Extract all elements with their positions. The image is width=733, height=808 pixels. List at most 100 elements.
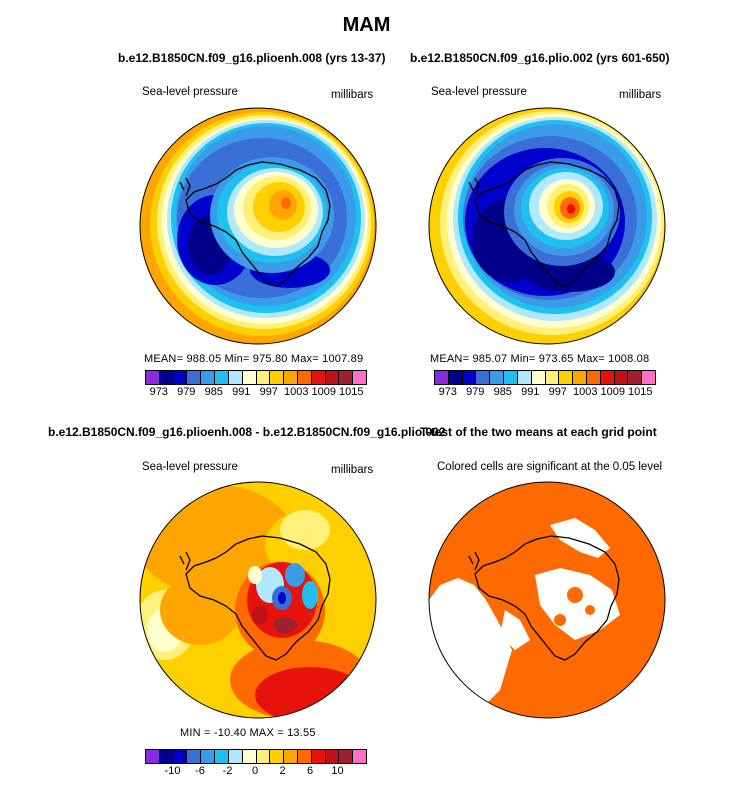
- colorbar-swatch: [173, 371, 188, 384]
- panel2-right-label: millibars: [619, 89, 662, 101]
- colorbar-swatch: [270, 750, 285, 763]
- panel1-title: b.e12.B1850CN.f09_g16.plioenh.008 (yrs 1…: [118, 51, 386, 65]
- colorbar-tick-label: 991: [232, 386, 251, 398]
- colorbar-swatch: [490, 371, 505, 384]
- colorbar-panel1: [145, 370, 367, 385]
- slp-field-panel2: [429, 108, 665, 344]
- colorbar-swatch: [242, 750, 257, 763]
- colorbar-swatch: [545, 371, 560, 384]
- panel2-left-label: Sea-level pressure: [431, 86, 527, 98]
- colorbar-tick-label: 6: [306, 765, 314, 777]
- antarctica-outline-panel4: [468, 535, 620, 661]
- colorbar-swatch: [448, 371, 463, 384]
- colorbar-swatch: [215, 371, 229, 384]
- colorbar-tick-label: 997: [548, 386, 567, 398]
- colorbar-swatch: [628, 371, 643, 384]
- colorbar-swatch: [573, 371, 587, 384]
- colorbar-swatch: [353, 371, 366, 384]
- colorbar-tick-label: 973: [438, 386, 457, 398]
- colorbar-swatch: [614, 371, 629, 384]
- panel3-left-label: Sea-level pressure: [142, 461, 238, 473]
- colorbar-panel2: [434, 370, 656, 385]
- figure-title: MAM: [342, 14, 391, 36]
- panel4-title: T-test of the two means at each grid poi…: [420, 425, 657, 439]
- colorbar-tick-label: 985: [493, 386, 512, 398]
- colorbar-swatch: [159, 371, 174, 384]
- colorbar-tick-label: 985: [204, 386, 223, 398]
- colorbar-swatch: [297, 750, 312, 763]
- colorbar-panel3: [145, 749, 367, 764]
- colorbar-tick-label: 973: [149, 386, 168, 398]
- colorbar-tick-label: 1015: [339, 386, 364, 398]
- panel1-right-label: millibars: [331, 89, 374, 101]
- colorbar-tick-label: 991: [521, 386, 540, 398]
- slp-diff-field-panel3: [140, 482, 376, 718]
- colorbar-swatch: [256, 371, 271, 384]
- colorbar-tick-label: 1003: [284, 386, 309, 398]
- colorbar-tick-label: 979: [466, 386, 485, 398]
- colorbar-swatch: [325, 750, 340, 763]
- colorbar-swatch: [353, 750, 366, 763]
- colorbar-swatch: [642, 371, 655, 384]
- colorbar-tick-label: 1009: [600, 386, 625, 398]
- panel3-title: b.e12.B1850CN.f09_g16.plioenh.008 - b.e1…: [48, 425, 446, 439]
- colorbar-tick-label: 2: [279, 765, 286, 777]
- colorbar-swatch: [339, 750, 354, 763]
- colorbar-swatch: [173, 750, 188, 763]
- colorbar-swatch: [256, 750, 271, 763]
- ttest-significance-panel4: [429, 482, 665, 718]
- colorbar-swatch: [187, 371, 202, 384]
- colorbar-tick-label: 1003: [573, 386, 598, 398]
- colorbar-swatch: [146, 750, 160, 763]
- colorbar-tick-label: 979: [177, 386, 196, 398]
- colorbar-swatch: [339, 371, 354, 384]
- colorbar-swatch: [215, 750, 229, 763]
- colorbar-swatch: [297, 371, 312, 384]
- colorbar-swatch: [517, 371, 532, 384]
- colorbar-swatch: [311, 750, 326, 763]
- colorbar-swatch: [228, 750, 243, 763]
- colorbar-swatch: [311, 371, 326, 384]
- antarctica-outline-panel2: [468, 161, 620, 287]
- colorbar-swatch: [559, 371, 574, 384]
- colorbar-swatch: [201, 750, 216, 763]
- panel2-stats: MEAN= 985.07 Min= 973.65 Max= 1008.08: [430, 353, 650, 365]
- colorbar-swatch: [284, 371, 298, 384]
- panel2-title: b.e12.B1850CN.f09_g16.plio.002 (yrs 601-…: [410, 51, 670, 65]
- colorbar-swatch: [159, 750, 174, 763]
- antarctica-outline-panel3: [179, 535, 331, 661]
- colorbar-tick-label: 0: [251, 765, 259, 777]
- panel3-stats: MIN = -10.40 MAX = 13.55: [180, 727, 316, 739]
- colorbar-swatch: [201, 371, 216, 384]
- colorbar-tick-label: 10: [331, 765, 344, 777]
- colorbar-swatch: [504, 371, 518, 384]
- colorbar-swatch: [586, 371, 601, 384]
- antarctica-outline-panel1: [179, 161, 331, 287]
- colorbar-tick-label: -10: [164, 765, 181, 777]
- slp-field-panel1: [140, 108, 376, 344]
- colorbar-swatch: [476, 371, 491, 384]
- panel4-left-label: Colored cells are significant at the 0.0…: [437, 461, 663, 473]
- colorbar-tick-label: 997: [259, 386, 278, 398]
- colorbar-swatch: [284, 750, 298, 763]
- colorbar-swatch: [325, 371, 340, 384]
- colorbar-swatch: [187, 750, 202, 763]
- colorbar-swatch: [270, 371, 285, 384]
- colorbar-swatch: [600, 371, 615, 384]
- colorbar-swatch: [146, 371, 160, 384]
- colorbar-swatch: [531, 371, 546, 384]
- colorbar-tick-label: -6: [195, 765, 205, 777]
- panel1-left-label: Sea-level pressure: [142, 86, 238, 98]
- colorbar-swatch: [462, 371, 477, 384]
- colorbar-swatch: [242, 371, 257, 384]
- colorbar-tick-label: 1009: [311, 386, 336, 398]
- colorbar-swatch: [435, 371, 449, 384]
- colorbar-tick-label: 1015: [628, 386, 653, 398]
- panel1-stats: MEAN= 988.05 Min= 975.80 Max= 1007.89: [144, 353, 364, 365]
- panel3-right-label: millibars: [331, 464, 374, 476]
- colorbar-swatch: [228, 371, 243, 384]
